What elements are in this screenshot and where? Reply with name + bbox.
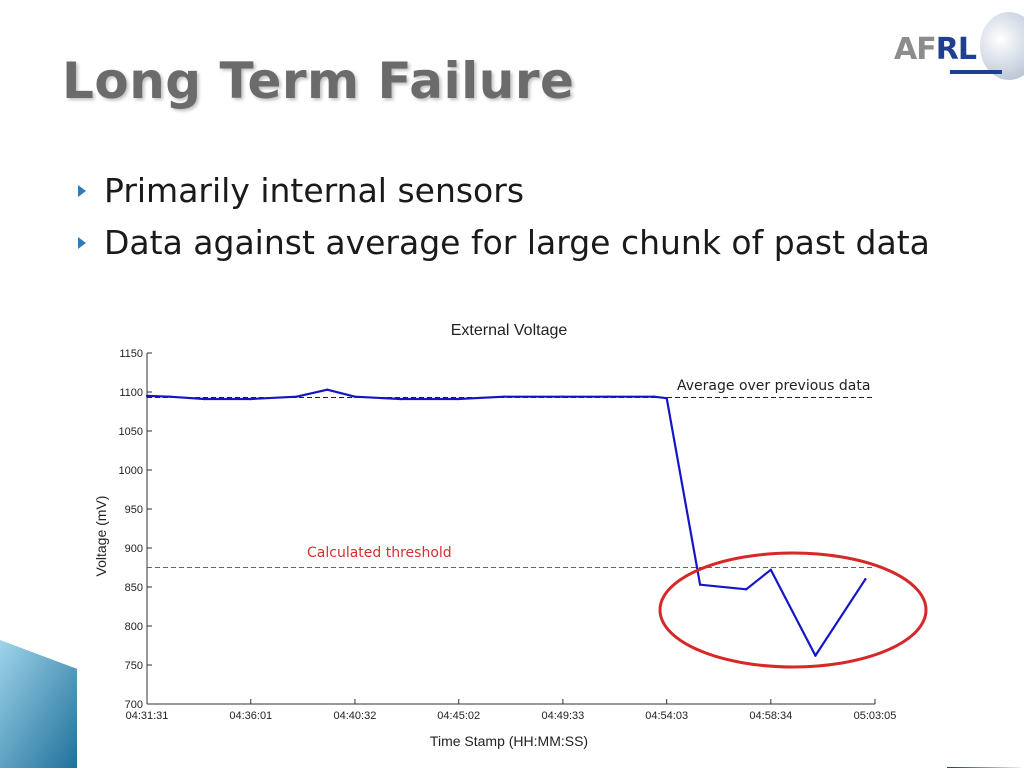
voltage-chart: External Voltage 700 750 800 850 900 950 1000 1… — [93, 322, 928, 749]
voltage-data-point — [814, 654, 817, 657]
voltage-data-point — [249, 397, 252, 401]
afrl-logo: AFRL — [892, 8, 1024, 80]
reference-lines — [147, 396, 875, 568]
decorative-wave-left — [0, 640, 80, 768]
highlight-ellipse — [658, 551, 928, 669]
y-tick-label: 700 — [125, 699, 143, 711]
x-tick-label: 04:31:31 — [126, 710, 169, 722]
chart-axes: 700 750 800 850 900 950 1000 1050 1100 1150 04:31:… — [119, 348, 897, 722]
x-tick-label: 04:54:03 — [645, 710, 688, 722]
x-tick-label: 04:58:34 — [749, 710, 792, 722]
voltage-data-point — [456, 397, 460, 401]
voltage-data-point — [399, 397, 402, 401]
x-tick-label: 04:36:01 — [229, 710, 272, 722]
y-tick-label: 800 — [125, 621, 143, 633]
voltage-data-point — [295, 395, 298, 398]
globe-icon — [980, 12, 1024, 80]
voltage-data-point — [698, 583, 702, 586]
voltage-data-point — [353, 395, 357, 398]
voltage-data-point — [606, 395, 610, 398]
y-tick-label: 1100 — [119, 387, 143, 399]
voltage-series-line — [146, 388, 867, 657]
voltage-data-point — [502, 395, 506, 398]
logo-wordmark: AFRL — [894, 32, 977, 67]
bullet-list: Primarily internal sensors Data against … — [72, 168, 972, 272]
bullet-text: Primarily internal sensors — [104, 171, 525, 210]
logo-underline — [950, 70, 1002, 74]
slide-title: Long Term Failure — [62, 52, 575, 110]
voltage-data-point — [145, 394, 149, 398]
bullet-item: Data against average for large chunk of … — [72, 220, 972, 266]
voltage-data-point — [864, 578, 867, 581]
y-axis-title: Voltage (mV) — [93, 496, 109, 577]
y-tick-label: 1150 — [119, 348, 143, 360]
bullet-item: Primarily internal sensors — [72, 168, 972, 214]
voltage-data-point — [203, 397, 206, 401]
voltage-data-point — [561, 395, 565, 398]
average-line-label: Average over previous data — [677, 378, 870, 394]
y-tick-label: 1050 — [119, 426, 143, 438]
voltage-data-point — [326, 388, 329, 391]
y-tick-label: 750 — [125, 660, 143, 672]
x-tick-label: 04:40:32 — [334, 710, 377, 722]
x-tick-label: 05:03:05 — [854, 710, 897, 722]
threshold-line-label: Calculated threshold — [307, 545, 452, 561]
bullet-arrow-icon — [78, 185, 86, 197]
x-axis-title: Time Stamp (HH:MM:SS) — [430, 733, 588, 749]
y-tick-label: 900 — [125, 543, 143, 555]
y-tick-label: 850 — [125, 582, 143, 594]
voltage-data-point — [745, 588, 748, 591]
x-tick-label: 04:49:33 — [541, 710, 584, 722]
y-tick-label: 1000 — [119, 465, 143, 477]
chart-panel: External Voltage 700 750 800 850 900 950 1000 1… — [77, 308, 947, 768]
series-group — [145, 388, 867, 657]
voltage-data-point — [665, 397, 668, 400]
bullet-text: Data against average for large chunk of … — [104, 223, 930, 262]
y-tick-label: 950 — [125, 504, 143, 516]
chart-title: External Voltage — [451, 322, 568, 339]
x-tick-label: 04:45:02 — [437, 710, 480, 722]
voltage-data-point — [168, 395, 171, 398]
voltage-data-point — [769, 568, 773, 572]
bullet-arrow-icon — [78, 237, 86, 249]
voltage-data-point — [652, 395, 656, 398]
